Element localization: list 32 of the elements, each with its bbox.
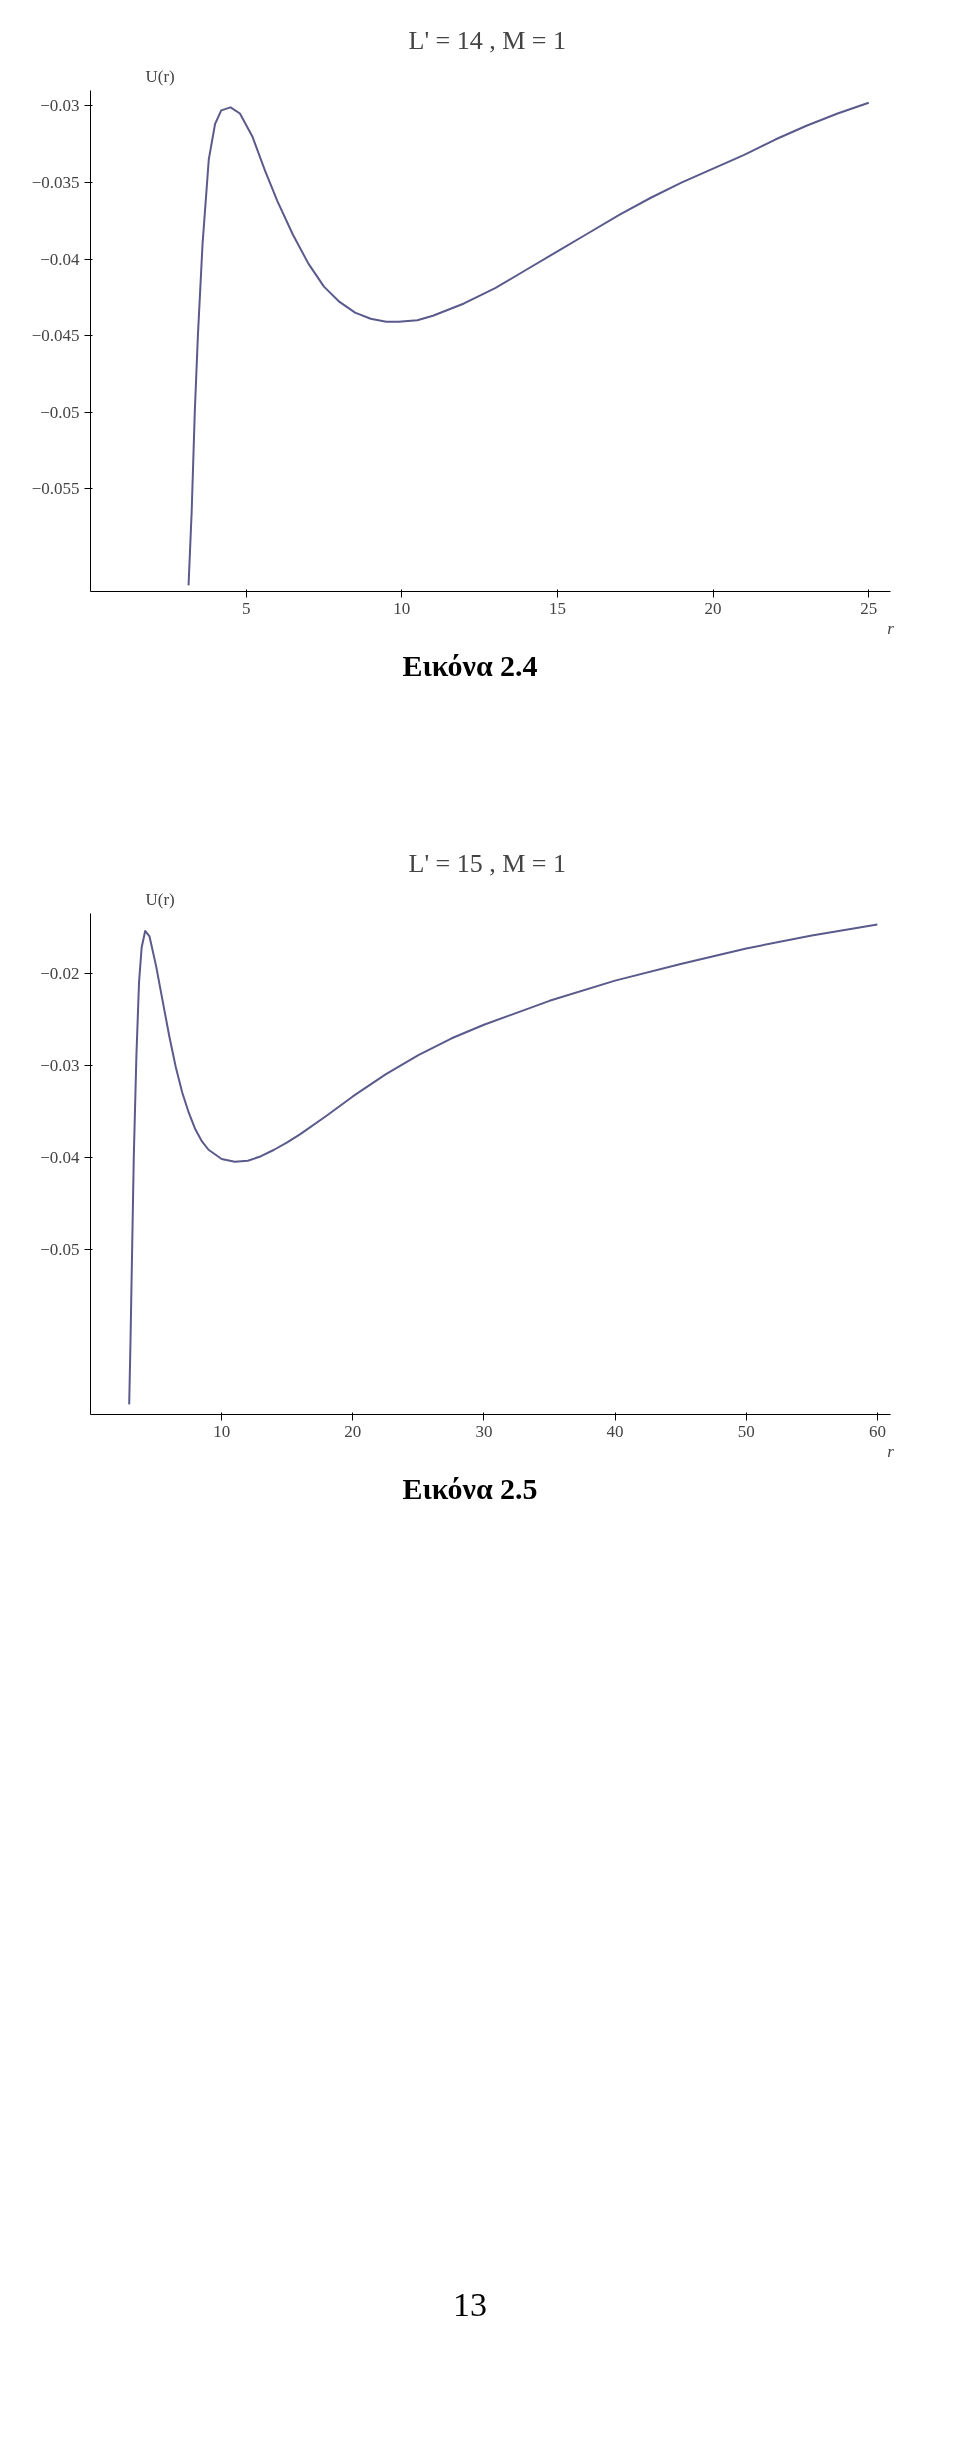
y-tick-label: −0.045	[31, 326, 80, 346]
x-tick-label: 20	[704, 598, 722, 618]
x-tick-label: 60	[868, 1421, 886, 1441]
y-tick-label: −0.055	[31, 479, 80, 499]
x-tick-label: 25	[860, 598, 878, 618]
line-series	[187, 101, 870, 587]
x-tick-label: 10	[393, 598, 411, 618]
x-tick-label: 30	[475, 1421, 493, 1441]
y-tick-label: −0.02	[40, 963, 80, 983]
y-axis-title: U(r)	[145, 66, 175, 86]
y-tick-label: −0.03	[40, 96, 80, 116]
text: Εικόνα 2.5	[402, 1470, 538, 1507]
x-tick-label: 40	[606, 1421, 624, 1441]
y-tick-label: −0.04	[40, 249, 80, 269]
y-axis-title: U(r)	[145, 889, 175, 909]
x-tick-label: 20	[344, 1421, 362, 1441]
chart-title: L' = 14 , M = 1	[408, 25, 567, 55]
y-tick-label: −0.05	[40, 402, 80, 422]
y-tick-label: −0.035	[31, 172, 80, 192]
y-tick-label: −0.05	[40, 1239, 80, 1259]
chart-title: L' = 15 , M = 1	[408, 848, 567, 878]
x-tick-label: 15	[548, 598, 566, 618]
line-series	[128, 923, 879, 1406]
y-tick-label: −0.03	[40, 1055, 80, 1075]
x-tick-label: 50	[737, 1421, 755, 1441]
y-tick-label: −0.04	[40, 1147, 80, 1167]
text: Εικόνα 2.4	[402, 648, 538, 684]
x-axis-title: r	[887, 1441, 895, 1461]
x-axis-title: r	[887, 618, 895, 638]
text: 13	[453, 2284, 487, 2325]
x-tick-label: 10	[213, 1421, 231, 1441]
x-tick-label: 5	[241, 598, 251, 618]
